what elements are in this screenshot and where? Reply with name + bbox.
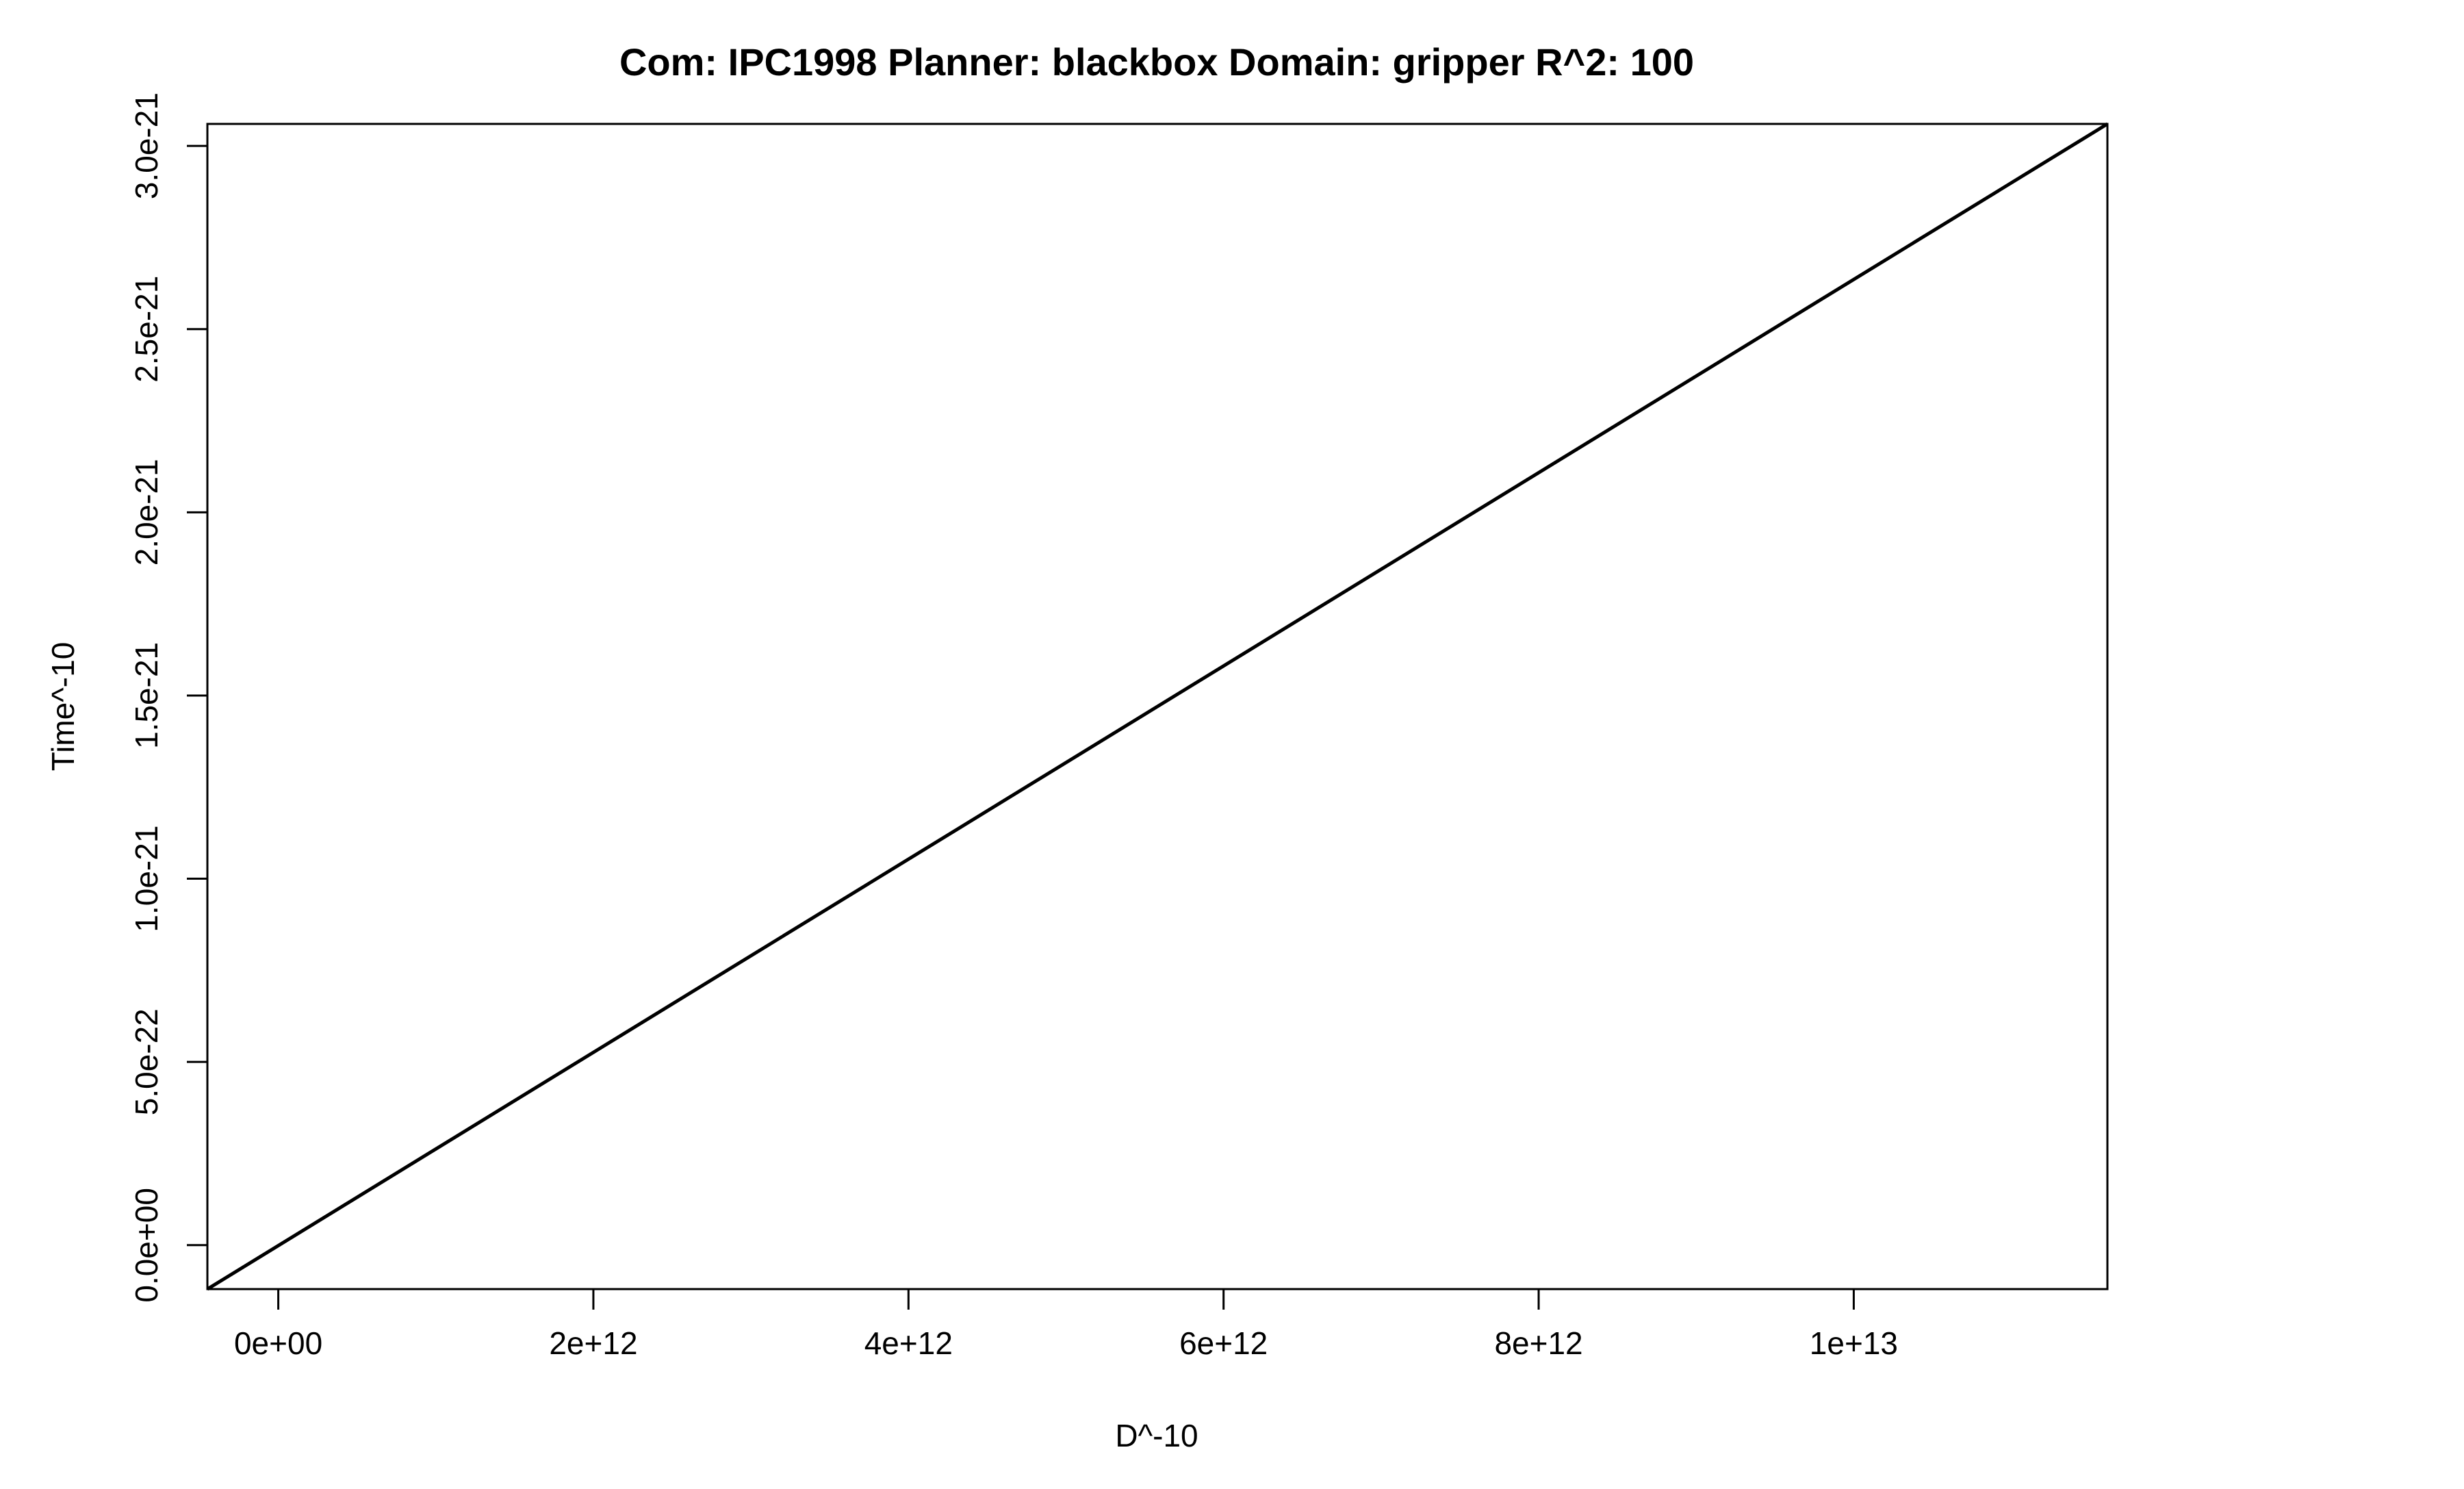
y-tick-label: 5.0e-22 [129,1008,164,1115]
x-axis-label: D^-10 [1115,1418,1198,1453]
x-axis: 0e+00 2e+12 4e+12 6e+12 8e+12 1e+13 [234,1288,1898,1361]
x-tick-label: 4e+12 [864,1325,953,1361]
y-axis: 0.0e+00 5.0e-22 1.0e-21 1.5e-21 2.0e-21 2.5e-… [129,92,209,1303]
x-tick-label: 8e+12 [1494,1325,1582,1361]
x-tick-label: 6e+12 [1179,1325,1268,1361]
series-layer [206,122,2109,1291]
y-tick-label: 2.5e-21 [129,276,164,383]
x-tick-label: 2e+12 [549,1325,637,1361]
x-tick-label: 0e+00 [234,1325,322,1361]
x-tick-label: 1e+13 [1810,1325,1898,1361]
series-line-0 [206,122,2109,1291]
y-tick-label: 1.5e-21 [129,642,164,749]
y-axis-label: Time^-10 [45,642,81,772]
chart-title: Com: IPC1998 Planner: blackbox Domain: g… [619,40,1694,84]
y-tick-label: 0.0e+00 [129,1188,164,1303]
y-tick-label: 2.0e-21 [129,459,164,565]
y-tick-label: 3.0e-21 [129,92,164,199]
y-tick-label: 1.0e-21 [129,826,164,932]
